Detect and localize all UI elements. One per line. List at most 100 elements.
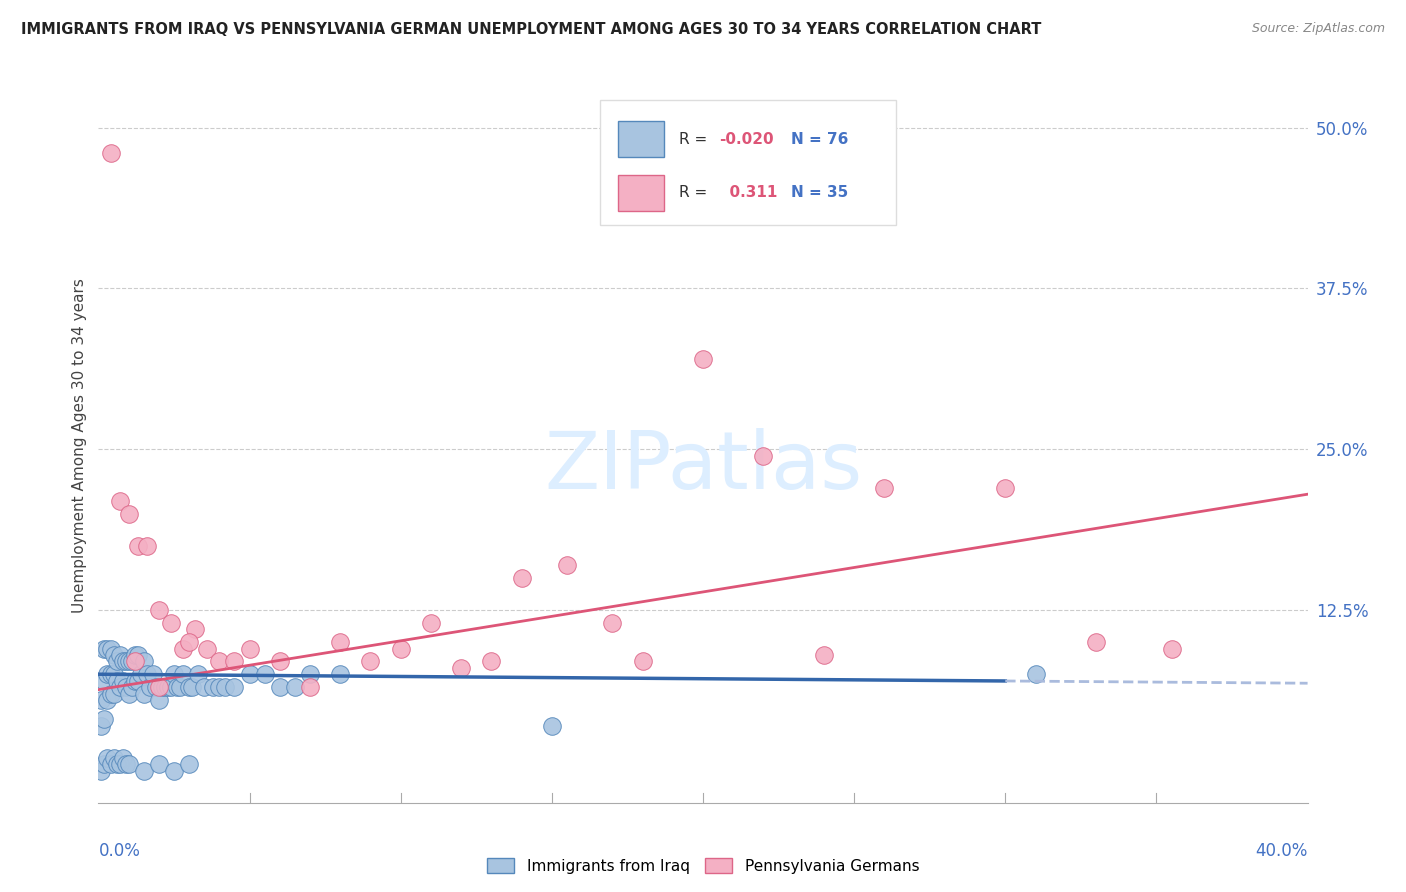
Point <box>540 719 562 733</box>
Point <box>269 680 291 694</box>
Point <box>103 667 125 681</box>
Point <box>224 654 246 668</box>
Point <box>179 757 201 772</box>
Bar <box>619 121 664 157</box>
Point <box>208 680 231 694</box>
Point <box>148 680 170 694</box>
Point <box>111 673 134 688</box>
Point <box>253 667 276 681</box>
Point <box>96 751 118 765</box>
Point <box>108 680 131 694</box>
Text: -0.020: -0.020 <box>718 132 773 146</box>
Text: R =: R = <box>679 132 711 146</box>
Text: N = 76: N = 76 <box>792 132 849 146</box>
Point <box>179 680 201 694</box>
Point <box>208 654 231 668</box>
Point <box>269 654 291 668</box>
Point <box>299 667 322 681</box>
Point <box>118 507 141 521</box>
Point <box>103 648 125 662</box>
Point <box>202 680 225 694</box>
Point <box>105 673 128 688</box>
Y-axis label: Unemployment Among Ages 30 to 34 years: Unemployment Among Ages 30 to 34 years <box>72 278 87 614</box>
Point <box>148 757 170 772</box>
Point <box>181 680 204 694</box>
Point <box>118 686 141 700</box>
Point <box>224 680 246 694</box>
Point <box>127 673 149 688</box>
Point <box>148 603 170 617</box>
Point <box>284 680 307 694</box>
Point <box>96 693 118 707</box>
Point <box>96 667 118 681</box>
Point <box>145 680 167 694</box>
FancyBboxPatch shape <box>600 100 897 225</box>
Point <box>132 764 155 778</box>
Point <box>129 667 152 681</box>
Text: 0.311: 0.311 <box>718 186 778 200</box>
Text: IMMIGRANTS FROM IRAQ VS PENNSYLVANIA GERMAN UNEMPLOYMENT AMONG AGES 30 TO 34 YEA: IMMIGRANTS FROM IRAQ VS PENNSYLVANIA GER… <box>21 22 1042 37</box>
Text: 40.0%: 40.0% <box>1256 842 1308 860</box>
Point <box>602 615 624 630</box>
Point <box>172 641 194 656</box>
Point <box>813 648 835 662</box>
Point <box>1024 667 1046 681</box>
Point <box>150 680 173 694</box>
Point <box>118 654 141 668</box>
Point <box>132 654 155 668</box>
Point <box>360 654 382 668</box>
Point <box>156 680 179 694</box>
Point <box>105 757 128 772</box>
Point <box>124 654 146 668</box>
Point <box>111 654 134 668</box>
Point <box>692 352 714 367</box>
Point <box>299 680 322 694</box>
Legend: Immigrants from Iraq, Pennsylvania Germans: Immigrants from Iraq, Pennsylvania Germa… <box>481 852 925 880</box>
Point <box>752 449 775 463</box>
Point <box>132 686 155 700</box>
Text: N = 35: N = 35 <box>792 186 848 200</box>
Point <box>100 146 122 161</box>
Point <box>214 680 236 694</box>
Point <box>100 686 122 700</box>
Point <box>239 641 262 656</box>
Point <box>93 712 115 726</box>
Point <box>108 757 131 772</box>
Point <box>121 680 143 694</box>
Point <box>111 751 134 765</box>
Point <box>450 661 472 675</box>
Point <box>93 673 115 688</box>
Point <box>389 641 412 656</box>
Point <box>96 641 118 656</box>
Point <box>329 667 352 681</box>
Point <box>135 539 157 553</box>
Text: R =: R = <box>679 186 711 200</box>
Point <box>329 635 352 649</box>
Point <box>1085 635 1108 649</box>
Point <box>100 667 122 681</box>
Point <box>481 654 503 668</box>
Point <box>160 615 183 630</box>
Point <box>127 539 149 553</box>
Point <box>114 680 136 694</box>
Point <box>160 680 183 694</box>
Point <box>1160 641 1182 656</box>
Point <box>193 680 215 694</box>
Point <box>121 654 143 668</box>
Point <box>148 693 170 707</box>
Point <box>108 648 131 662</box>
Point <box>100 641 122 656</box>
Point <box>103 751 125 765</box>
Text: 0.0%: 0.0% <box>98 842 141 860</box>
Point <box>195 641 218 656</box>
Point <box>631 654 654 668</box>
Point <box>135 667 157 681</box>
Point <box>139 680 162 694</box>
Point <box>555 558 578 572</box>
Point <box>114 654 136 668</box>
Point <box>127 648 149 662</box>
Point <box>239 667 262 681</box>
Bar <box>619 175 664 211</box>
Point <box>163 667 186 681</box>
Point <box>172 667 194 681</box>
